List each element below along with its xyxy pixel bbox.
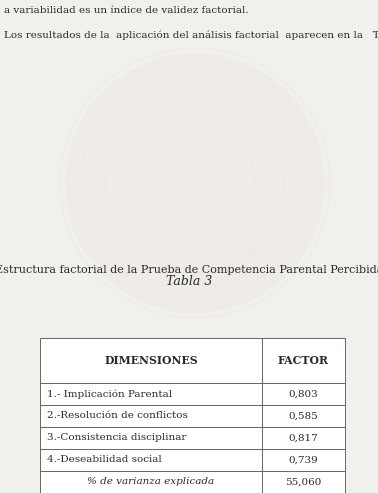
Bar — [40, 338, 345, 493]
Text: Tabla 3: Tabla 3 — [166, 275, 212, 288]
Text: DIMENSIONES: DIMENSIONES — [104, 355, 198, 366]
Text: a variabilidad es un índice de validez factorial.: a variabilidad es un índice de validez f… — [4, 6, 249, 15]
Text: 0,803: 0,803 — [289, 389, 318, 398]
Text: Estructura factorial de la Prueba de Competencia Parental Percibida: Estructura factorial de la Prueba de Com… — [0, 265, 378, 275]
Text: 0,585: 0,585 — [289, 412, 318, 421]
Text: Los resultados de la  aplicación del análisis factorial  aparecen en la   Tabla : Los resultados de la aplicación del anál… — [4, 31, 378, 40]
Text: 4.-Deseabilidad social: 4.-Deseabilidad social — [47, 456, 162, 464]
Text: 0,739: 0,739 — [289, 456, 318, 464]
Text: 59: 59 — [182, 477, 196, 487]
Text: FACTOR: FACTOR — [278, 355, 329, 366]
Text: 1.- Implicación Parental: 1.- Implicación Parental — [47, 389, 172, 399]
Text: % de varianza explicada: % de varianza explicada — [87, 478, 215, 487]
Circle shape — [65, 53, 325, 313]
Text: 3.-Consistencia disciplinar: 3.-Consistencia disciplinar — [47, 433, 186, 443]
Text: 0,817: 0,817 — [289, 433, 318, 443]
Text: 55,060: 55,060 — [285, 478, 322, 487]
Text: 2.-Resolución de conflictos: 2.-Resolución de conflictos — [47, 412, 188, 421]
